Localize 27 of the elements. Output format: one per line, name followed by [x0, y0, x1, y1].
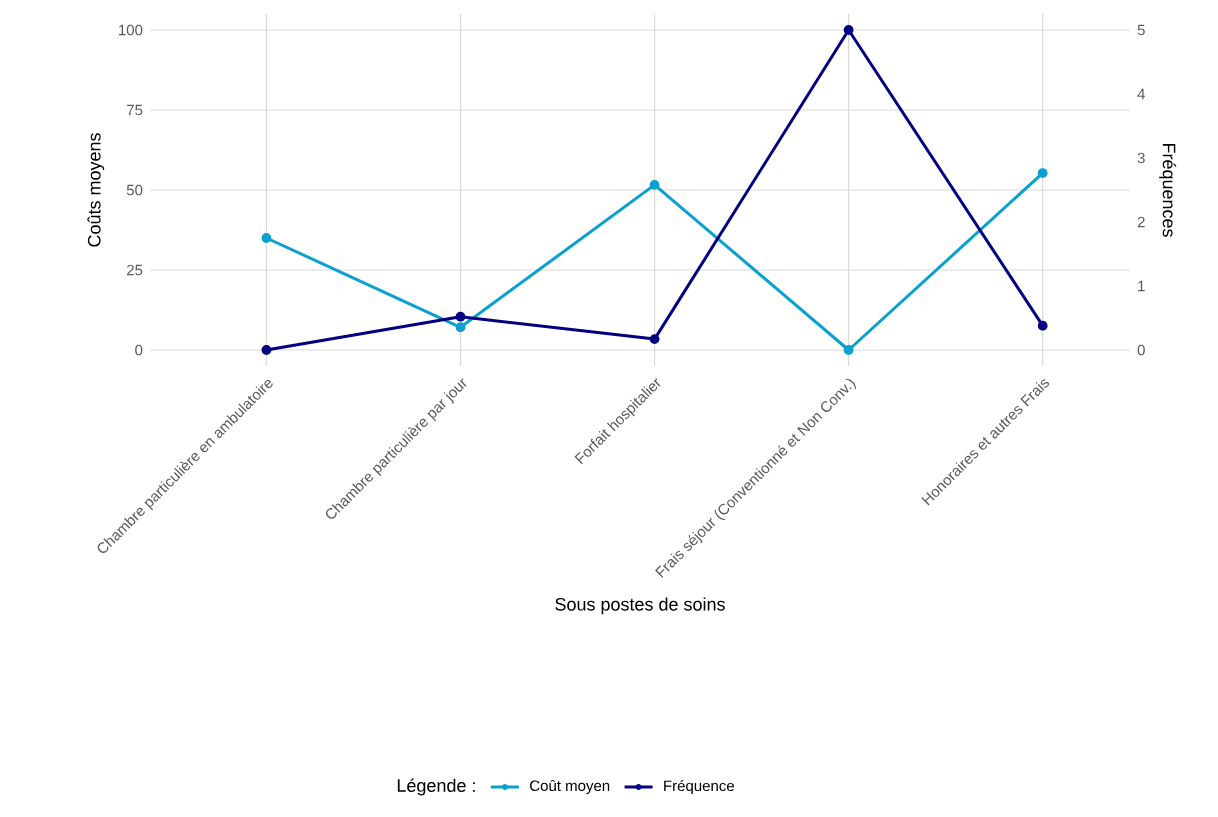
- y-tick-label: 0: [135, 344, 143, 356]
- y-axis-title: Coûts moyens: [87, 133, 105, 247]
- x-axis-title: Sous postes de soins: [555, 597, 725, 615]
- legend-label: Fréquence: [664, 779, 735, 795]
- y2-tick-label: 3: [1137, 152, 1145, 164]
- y2-tick-label: 4: [1137, 88, 1145, 100]
- y2-tick-label: 5: [1137, 24, 1145, 36]
- y-tick-label: 25: [127, 264, 143, 276]
- point: [649, 179, 660, 190]
- y-tick-label: 100: [119, 24, 143, 36]
- point: [455, 311, 466, 322]
- y2-axis-title: Fréquences: [1159, 143, 1177, 237]
- y-tick-label: 75: [127, 104, 143, 116]
- point: [1037, 320, 1048, 331]
- legend-label: Coût moyen: [530, 779, 610, 794]
- point: [261, 233, 272, 243]
- point: [1037, 168, 1048, 178]
- y2-tick-label: 2: [1137, 216, 1145, 228]
- legend-title: Légende :: [397, 778, 475, 796]
- y-tick-label: 50: [126, 184, 143, 196]
- point: [261, 345, 272, 355]
- y2-tick-label: 0: [1137, 344, 1145, 356]
- point: [649, 334, 660, 344]
- point: [455, 322, 466, 333]
- point: [843, 25, 854, 35]
- point: [843, 345, 854, 355]
- y2-tick-label: 1: [1138, 280, 1145, 292]
